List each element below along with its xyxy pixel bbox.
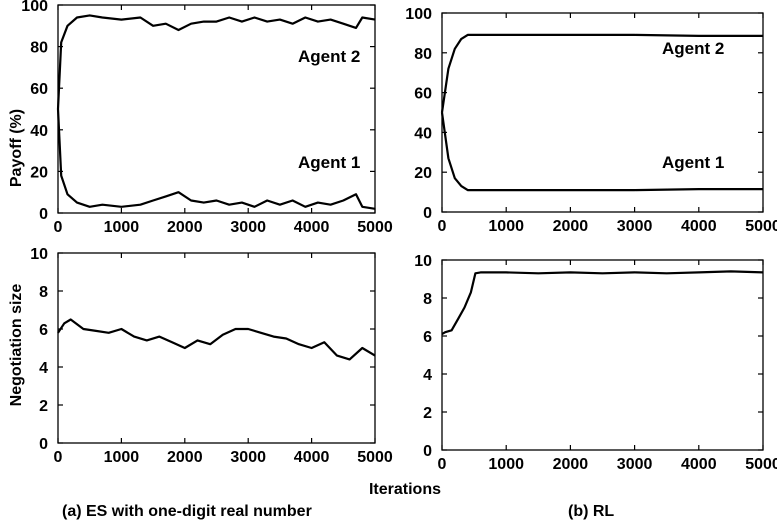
panel-b-payoff: 0 1000 2000 3000 4000 5000 0 20 40 60 80 100: [405, 6, 777, 235]
y-tick-label: 6: [39, 322, 48, 339]
x-tick-label: 2000: [167, 219, 203, 236]
x-tick-label: 2000: [167, 449, 203, 466]
x-tick-label: 4000: [294, 219, 330, 236]
series-line-agent-1: [440, 112, 763, 192]
x-tick-label: 3000: [617, 218, 653, 235]
y-tick-label: 4: [39, 360, 48, 377]
x-tick-label: 1000: [488, 456, 524, 473]
x-tick-label: 4000: [681, 456, 717, 473]
x-tick-label: 5000: [357, 449, 393, 466]
annotation-agent1-left: Agent 1: [298, 153, 360, 172]
series-line-agent-2: [440, 33, 763, 113]
caption-b: (b) RL: [568, 503, 614, 520]
annotation-agent1-right: Agent 1: [662, 153, 724, 172]
x-tick-label: 0: [54, 219, 63, 236]
panel-a-negotiation-size: 0 1000 2000 3000 4000 5000 0 2 4 6 8 10: [30, 246, 393, 466]
x-tick-label: 5000: [745, 456, 777, 473]
y-tick-label: 10: [30, 246, 48, 263]
y-tick-label: 40: [414, 125, 432, 142]
x-tick-label: 0: [438, 456, 447, 473]
plot-frame: [441, 259, 764, 451]
y-tick-label: 60: [30, 81, 48, 98]
y-tick-label: 2: [423, 405, 432, 422]
y-tick-label: 4: [423, 367, 432, 384]
y-tick-label: 6: [423, 329, 432, 346]
y-tick-label: 2: [39, 398, 48, 415]
x-tick-label: 1000: [104, 449, 140, 466]
x-tick-label: 3000: [230, 449, 266, 466]
panel-b-negotiation-size: 0 1000 2000 3000 4000 5000 0 2 4 6 8 10: [414, 253, 777, 473]
y-tick-label: 0: [423, 443, 432, 460]
plot-frame: [57, 252, 376, 444]
x-tick-label: 2000: [553, 218, 589, 235]
x-tick-label: 1000: [104, 219, 140, 236]
panel-a-payoff: 0 1000 2000 3000 4000 5000 0 20 40 60 80 100: [21, 0, 393, 236]
x-tick-label: 4000: [294, 449, 330, 466]
annotation-agent2-right: Agent 2: [662, 39, 724, 58]
y-tick-label: 0: [39, 436, 48, 453]
y-tick-label: 10: [414, 253, 432, 270]
x-tick-label: 5000: [357, 219, 393, 236]
y-tick-label: 20: [414, 165, 432, 182]
y-tick-label: 60: [414, 86, 432, 103]
x-tick-label: 5000: [745, 218, 777, 235]
plot-frame: [57, 4, 376, 214]
y-tick-label: 0: [423, 205, 432, 222]
series-line-series-0: [441, 270, 764, 336]
y-tick-label: 8: [423, 291, 432, 308]
y-tick-label: 20: [30, 164, 48, 181]
x-tick-label: 3000: [230, 219, 266, 236]
y-tick-label: 80: [30, 40, 48, 57]
y-axis-label-negotiation-size: Negotiation size: [8, 284, 25, 407]
y-tick-label: 8: [39, 284, 48, 301]
x-tick-label: 4000: [681, 218, 717, 235]
y-axis-label-payoff: Payoff (%): [8, 109, 25, 187]
y-tick-label: 0: [39, 206, 48, 223]
annotation-agent2-left: Agent 2: [298, 47, 360, 66]
series-line-agent-1: [56, 108, 376, 210]
series-line-series-0: [57, 318, 376, 361]
caption-a: (a) ES with one-digit real number: [62, 503, 312, 520]
y-tick-label: 80: [414, 46, 432, 63]
x-tick-label: 0: [54, 449, 63, 466]
x-tick-label: 2000: [553, 456, 589, 473]
y-tick-label: 100: [405, 6, 432, 23]
x-tick-label: 3000: [617, 456, 653, 473]
x-tick-label: 0: [438, 218, 447, 235]
series-line-agent-2: [56, 14, 376, 110]
x-tick-label: 1000: [488, 218, 524, 235]
y-tick-label: 40: [30, 123, 48, 140]
y-tick-label: 100: [21, 0, 48, 15]
x-axis-label-iterations: Iterations: [369, 481, 441, 498]
